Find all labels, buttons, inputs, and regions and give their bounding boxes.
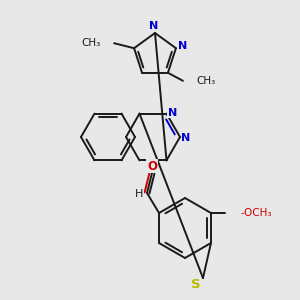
Text: N: N (168, 108, 177, 118)
Text: CH₃: CH₃ (196, 76, 215, 86)
Text: S: S (191, 278, 201, 290)
Text: N: N (149, 21, 159, 31)
Text: CH₃: CH₃ (82, 38, 101, 48)
Text: N: N (178, 41, 188, 51)
Text: O: O (147, 160, 157, 172)
Text: N: N (182, 133, 190, 143)
Text: H: H (135, 189, 143, 199)
Text: -OCH₃: -OCH₃ (241, 208, 272, 218)
